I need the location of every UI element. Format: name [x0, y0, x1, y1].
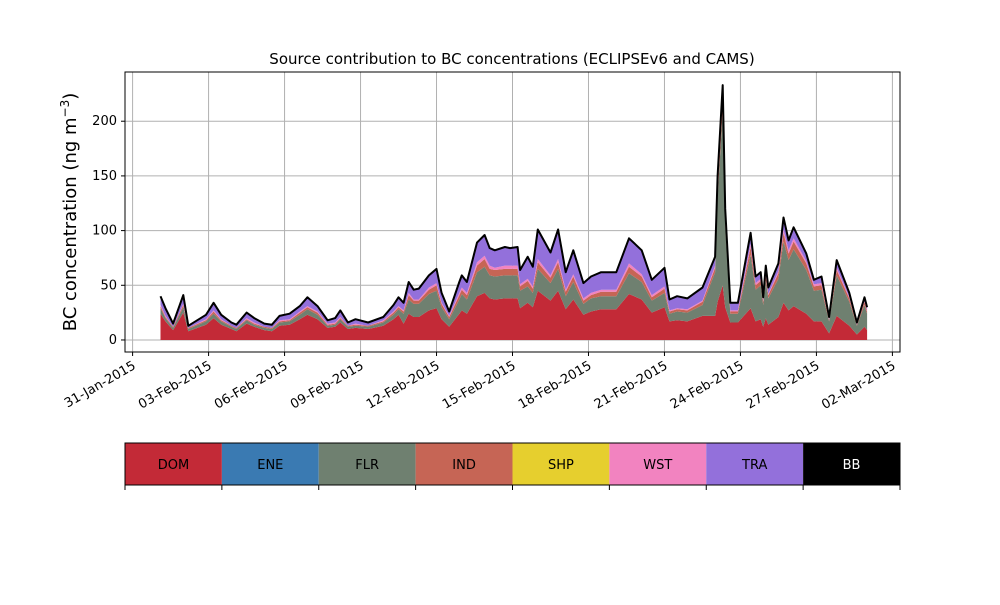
- area-flr: [160, 110, 868, 335]
- x-tick-label: 12-Feb-2015: [364, 358, 443, 412]
- total-line-bb: [159, 84, 869, 327]
- legend-label-flr: FLR: [355, 458, 379, 473]
- x-tick-label: 18-Feb-2015: [516, 358, 595, 412]
- y-tick-label: 150: [92, 169, 117, 184]
- legend-label-dom: DOM: [158, 458, 189, 473]
- x-tick-label: 03-Feb-2015: [136, 358, 215, 412]
- legend-swatch-dom: [125, 443, 222, 485]
- legend-label-shp: SHP: [548, 458, 574, 473]
- x-tick-label: 21-Feb-2015: [592, 358, 671, 412]
- x-tick-label: 27-Feb-2015: [744, 358, 823, 412]
- legend-swatch-shp: [512, 443, 610, 485]
- y-tick-label: 50: [100, 278, 117, 293]
- legend-swatch-ene: [221, 443, 319, 485]
- chart-title: Source contribution to BC concentrations…: [269, 50, 754, 68]
- legend-label-ene: ENE: [257, 458, 283, 473]
- legend-label-wst: WST: [643, 458, 672, 473]
- x-tick-label: 31-Jan-2015: [62, 358, 139, 411]
- legend-swatch-wst: [609, 443, 707, 485]
- legend-label-bb: BB: [843, 458, 861, 473]
- legend-swatch-ind: [415, 443, 513, 485]
- y-tick-label: 200: [92, 114, 117, 129]
- legend-label-tra: TRA: [741, 458, 767, 473]
- legend-swatch-bb: [803, 443, 900, 485]
- x-tick-label: 06-Feb-2015: [212, 358, 291, 412]
- legend-label-ind: IND: [452, 458, 476, 473]
- legend-swatch-flr: [318, 443, 416, 485]
- x-tick-label: 02-Mar-2015: [819, 358, 898, 412]
- y-axis-label: BC concentration (ng m−3): [58, 93, 81, 332]
- stacked-areas: [159, 84, 869, 340]
- x-tick-label: 09-Feb-2015: [288, 358, 367, 412]
- x-tick-label: 24-Feb-2015: [668, 358, 747, 412]
- legend-swatch-tra: [706, 443, 804, 485]
- y-tick-label: 100: [92, 224, 117, 239]
- legend: DOM ENE FLR IND SHP WST TRA BB: [124, 442, 901, 490]
- area-dom: [160, 285, 868, 340]
- x-tick-label: 15-Feb-2015: [440, 358, 519, 412]
- y-tick-label: 0: [109, 333, 117, 348]
